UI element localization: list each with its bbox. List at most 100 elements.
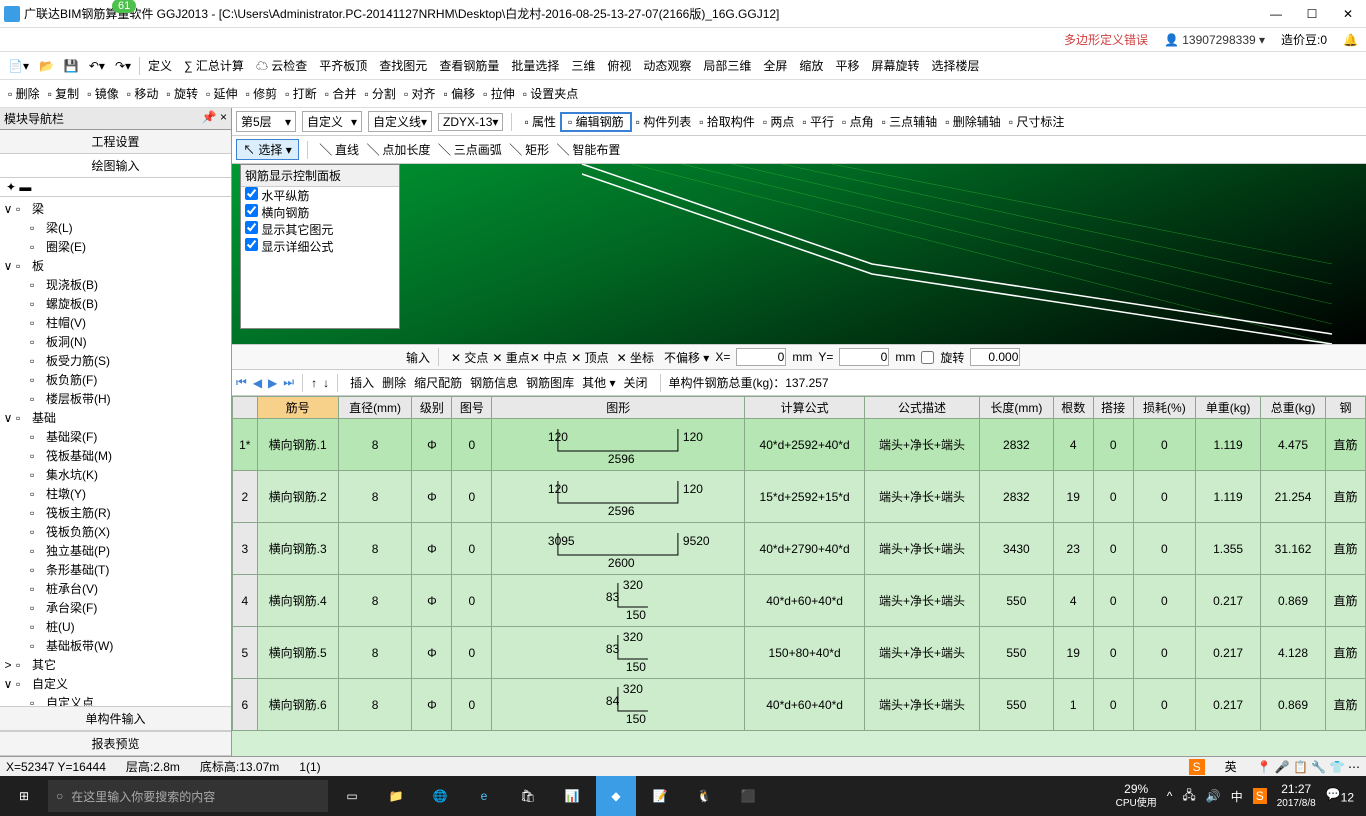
context-button[interactable]: ▫ 平行	[798, 111, 838, 132]
toolbar-button[interactable]: 屏幕旋转	[867, 55, 923, 76]
tree-node[interactable]: ▫螺旋板(B)	[2, 294, 229, 313]
snap-button[interactable]: ✕ 顶点	[567, 347, 612, 368]
app-store-icon[interactable]: 🛍	[508, 776, 548, 816]
tree-node[interactable]: ▫桩承台(V)	[2, 579, 229, 598]
undo-button[interactable]: ↶▾	[85, 57, 109, 75]
rebar-tb-button[interactable]: 缩尺配筋	[410, 372, 466, 393]
tree-node[interactable]: ∨▫基础	[2, 408, 229, 427]
draw-button[interactable]: ╲ 三点画弧	[434, 139, 505, 160]
toolbar-button[interactable]: ∑ 汇总计算	[180, 55, 248, 76]
toolbar-button[interactable]: 定义	[144, 55, 176, 76]
rebar-tb-button[interactable]: 插入	[346, 372, 378, 393]
context-button[interactable]: ▫ 拾取构件	[695, 111, 759, 132]
rotate-checkbox[interactable]	[921, 351, 934, 364]
minimize-button[interactable]: —	[1262, 4, 1290, 24]
rebar-tb-button[interactable]: 关闭	[620, 372, 652, 393]
snap-button[interactable]: ✕ 中点	[530, 351, 567, 365]
viewport-3d[interactable]: 钢筋显示控制面板 水平纵筋 横向钢筋 显示其它图元 显示详细公式	[232, 164, 1366, 344]
sogou-ime-icon[interactable]: S	[1189, 759, 1205, 775]
code-combo[interactable]: ZDYX-13 ▾	[438, 113, 503, 131]
tree-node[interactable]: ▫板洞(N)	[2, 332, 229, 351]
table-row[interactable]: 2横向钢筋.28Φ0120120259615*d+2592+15*d端头+净长+…	[233, 471, 1366, 523]
rotate-input[interactable]	[970, 348, 1020, 366]
toolbar-button[interactable]: 全屏	[759, 55, 791, 76]
tree-node[interactable]: ▫柱墩(Y)	[2, 484, 229, 503]
tree-node[interactable]: ▫柱帽(V)	[2, 313, 229, 332]
table-header[interactable]: 搭接	[1093, 397, 1133, 419]
tree-node[interactable]: ▫桩(U)	[2, 617, 229, 636]
tray-vol-icon[interactable]: 🔊	[1206, 789, 1221, 803]
edit-button[interactable]: ▫ 打断	[281, 83, 321, 104]
display-option[interactable]: 横向钢筋	[241, 204, 399, 221]
context-button[interactable]: ▫ 删除辅轴	[941, 111, 1005, 132]
nav-prev-icon[interactable]: ◀	[253, 376, 262, 390]
draw-button[interactable]: ╲ 矩形	[506, 139, 553, 160]
rebar-tb-button[interactable]: 钢筋信息	[466, 372, 522, 393]
table-header[interactable]: 单重(kg)	[1196, 397, 1261, 419]
toolbar-button[interactable]: 平移	[831, 55, 863, 76]
rebar-table-wrap[interactable]: 筋号直径(mm)级别图号图形计算公式公式描述长度(mm)根数搭接损耗(%)单重(…	[232, 396, 1366, 756]
table-header[interactable]: 总重(kg)	[1261, 397, 1326, 419]
app-qq-icon[interactable]: 🐧	[684, 776, 724, 816]
toolbar-button[interactable]: 查找图元	[375, 55, 431, 76]
context-button[interactable]: ▫ 构件列表	[632, 111, 696, 132]
draw-button[interactable]: ╲ 点加长度	[363, 139, 434, 160]
snap-button[interactable]: ✕ 重点	[492, 351, 529, 365]
edit-button[interactable]: ▫ 删除	[4, 83, 44, 104]
tree-node[interactable]: ∨▫梁	[2, 199, 229, 218]
tree-node[interactable]: ▫筏板主筋(R)	[2, 503, 229, 522]
sidebar-pin-icon[interactable]: 📌 ×	[202, 110, 227, 127]
notification-icon[interactable]: 💬12	[1326, 787, 1354, 804]
table-row[interactable]: 4横向钢筋.48Φ03208315040*d+60+40*d端头+净长+端头55…	[233, 575, 1366, 627]
table-header[interactable]: 根数	[1053, 397, 1093, 419]
rebar-tb-button[interactable]: 其他 ▾	[578, 372, 619, 393]
tray-icons[interactable]: 📍 🎤 📋 🔧 👕 ⋯	[1257, 760, 1360, 774]
app-chrome-icon[interactable]: 🌐	[420, 776, 460, 816]
system-tray[interactable]: 29%CPU使用 ^ 🖧 🔊 中 S 21:272017/8/8 💬12	[1116, 783, 1362, 809]
edit-button[interactable]: ▫ 旋转	[162, 83, 202, 104]
table-row[interactable]: 6横向钢筋.68Φ03208415040*d+60+40*d端头+净长+端头55…	[233, 679, 1366, 731]
tree-node[interactable]: >▫其它	[2, 655, 229, 674]
tree-node[interactable]: ▫板受力筋(S)	[2, 351, 229, 370]
display-option[interactable]: 水平纵筋	[241, 187, 399, 204]
context-button[interactable]: ▫ 属性	[520, 111, 560, 132]
context-button[interactable]: ▫ 编辑钢筋	[560, 112, 632, 132]
save-button[interactable]: 💾	[60, 57, 83, 75]
nav-last-icon[interactable]: ⏭	[283, 375, 294, 390]
select-tool-button[interactable]: ↖ 选择 ▾	[236, 139, 299, 160]
snap-button[interactable]: ✕ 坐标	[613, 347, 658, 368]
nav-tree[interactable]: ∨▫梁▫梁(L)▫圈梁(E)∨▫板▫现浇板(B)▫螺旋板(B)▫柱帽(V)▫板洞…	[0, 197, 231, 706]
snap-button[interactable]: ✕ 交点	[447, 347, 492, 368]
draw-button[interactable]: ╲ 直线	[316, 139, 363, 160]
app-notes-icon[interactable]: 📝	[640, 776, 680, 816]
tree-node[interactable]: ▫梁(L)	[2, 218, 229, 237]
app-other-icon[interactable]: ⬛	[728, 776, 768, 816]
edit-button[interactable]: ▫ 移动	[123, 83, 163, 104]
context-button[interactable]: ▫ 三点辅轴	[878, 111, 942, 132]
display-option[interactable]: 显示其它图元	[241, 221, 399, 238]
tray-sogou-icon[interactable]: S	[1253, 788, 1267, 804]
edit-button[interactable]: ▫ 修剪	[242, 83, 282, 104]
move-down-icon[interactable]: ↓	[323, 376, 329, 390]
toolbar-button[interactable]: ☁ 云检查	[252, 55, 311, 76]
toolbar-button[interactable]: 查看钢筋量	[435, 55, 503, 76]
offset-combo[interactable]: 不偏移 ▾	[664, 349, 709, 366]
nav-next-icon[interactable]: ▶	[268, 376, 277, 390]
edit-button[interactable]: ▫ 复制	[44, 83, 84, 104]
table-row[interactable]: 5横向钢筋.58Φ032083150150+80+40*d端头+净长+端头550…	[233, 627, 1366, 679]
close-button[interactable]: ✕	[1334, 4, 1362, 24]
table-header[interactable]: 图号	[452, 397, 492, 419]
app-ggj-icon[interactable]: ◆	[596, 776, 636, 816]
table-row[interactable]: 1*横向钢筋.18Φ0120120259640*d+2592+40*d端头+净长…	[233, 419, 1366, 471]
user-account[interactable]: 👤 13907298339 ▾	[1164, 33, 1265, 47]
display-option[interactable]: 显示详细公式	[241, 238, 399, 255]
edit-button[interactable]: ▫ 镜像	[83, 83, 123, 104]
task-view-icon[interactable]: ▭	[332, 776, 372, 816]
tree-node[interactable]: ▫筏板负筋(X)	[2, 522, 229, 541]
draw-button[interactable]: ╲ 智能布置	[553, 139, 624, 160]
edit-button[interactable]: ▫ 拉伸	[479, 83, 519, 104]
toolbar-button[interactable]: 局部三维	[699, 55, 755, 76]
edit-button[interactable]: ▫ 偏移	[440, 83, 480, 104]
toolbar-button[interactable]: 三维	[567, 55, 599, 76]
sidebar-tab-settings[interactable]: 工程设置	[0, 130, 231, 154]
